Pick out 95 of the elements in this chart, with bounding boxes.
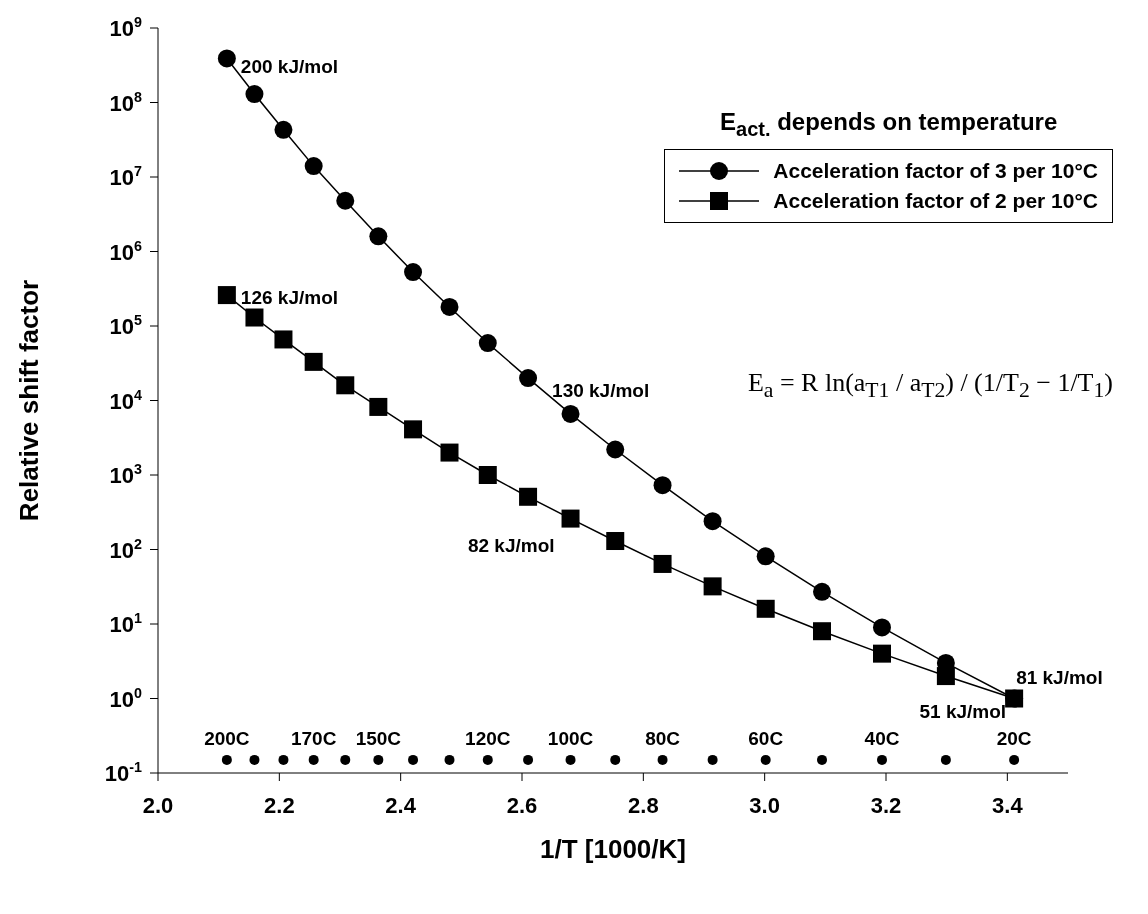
point [444, 754, 455, 765]
annotation: 150C [355, 727, 402, 749]
point [278, 754, 289, 765]
annotation: 200C [204, 727, 250, 749]
point [478, 466, 497, 484]
y-tick-label: 10$^{-1}$ [104, 759, 143, 786]
point [817, 754, 827, 765]
point [440, 443, 459, 462]
point [606, 532, 625, 551]
annotation: 80C [645, 727, 681, 749]
annotation: 100C [547, 727, 594, 749]
point [519, 369, 538, 388]
point [217, 49, 236, 68]
y-tick-label: 10$^{3}$ [109, 461, 143, 488]
point [274, 330, 293, 349]
point [653, 476, 672, 495]
point [756, 599, 775, 618]
point [940, 754, 951, 765]
y-tick-label: 10$^{0}$ [109, 684, 143, 712]
point [304, 352, 323, 371]
point [373, 754, 384, 765]
point [408, 754, 419, 765]
point [760, 754, 771, 765]
annotation: 200 kJ/mol [240, 56, 339, 78]
x-tick-label: 2.2 [264, 793, 295, 818]
point [221, 754, 232, 765]
y-tick-label: 10$^{2}$ [109, 535, 143, 563]
y-tick-label: 10$^{7}$ [109, 163, 143, 190]
y-tick-label: 10$^{8}$ [109, 88, 143, 116]
x-axis-title: 1/T [1000/K] [540, 834, 686, 864]
point [610, 754, 621, 765]
y-tick-label: 10$^{6}$ [109, 237, 143, 265]
annotation: 40C [864, 727, 900, 749]
point [245, 85, 264, 104]
x-tick-label: 2.8 [628, 793, 659, 818]
point [523, 754, 534, 765]
legend-label: Acceleration factor of 2 per 10°C [773, 188, 1098, 213]
y-axis-title: Relative shift factor [14, 279, 44, 522]
point [304, 157, 323, 176]
point [813, 582, 831, 601]
y-tick-label: 10$^{5}$ [109, 312, 143, 339]
point [478, 334, 497, 353]
point [1009, 754, 1020, 765]
y-tick-label: 10$^{4}$ [109, 386, 143, 414]
point [561, 404, 580, 423]
point [561, 509, 580, 528]
point [657, 754, 668, 765]
point [274, 120, 293, 139]
x-tick-label: 3.4 [992, 793, 1024, 818]
point [404, 263, 423, 282]
point [1005, 689, 1024, 708]
annotation: 170C [290, 727, 337, 749]
point [404, 420, 423, 439]
point [369, 397, 388, 416]
annotation: 51 kJ/mol [919, 700, 1007, 722]
point [813, 622, 831, 641]
annotation: 81 kJ/mol [1016, 666, 1103, 688]
point [873, 644, 891, 663]
point [707, 754, 718, 765]
point [482, 754, 493, 765]
point [336, 376, 355, 395]
point [245, 308, 264, 327]
point [308, 754, 319, 765]
x-tick-label: 2.6 [506, 793, 538, 818]
point [217, 286, 236, 305]
annotation: 60C [748, 727, 784, 749]
y-tick-label: 10$^{1}$ [109, 610, 143, 637]
point [877, 754, 887, 765]
annotation: 126 kJ/mol [240, 287, 339, 309]
legend-title: E$_{act.}$ depends on temperature [720, 108, 1058, 140]
y-tick-label: 10$^{9}$ [109, 14, 143, 41]
point [873, 618, 891, 637]
point [756, 547, 775, 566]
annotation: 82 kJ/mol [467, 534, 555, 556]
point [249, 754, 260, 765]
point [519, 487, 538, 506]
point [369, 227, 388, 246]
point [565, 754, 576, 765]
point [703, 577, 722, 596]
x-tick-label: 3.0 [749, 793, 780, 818]
x-tick-label: 2.0 [142, 793, 174, 818]
point [653, 554, 672, 573]
point [340, 754, 351, 765]
point [703, 512, 722, 531]
x-tick-label: 2.4 [385, 793, 417, 818]
point [936, 667, 955, 686]
annotation: 120C [465, 727, 511, 749]
annotation: 130 kJ/mol [552, 380, 650, 402]
point [336, 191, 355, 210]
point [606, 440, 625, 459]
text: E$_{a}$ = R ln(a$_{T1}$ / a$_{T2}$) / (1/T$_{2}$ − 1/T$_{1}$) [747, 368, 1113, 403]
annotation: 20C [996, 727, 1032, 749]
x-tick-label: 3.2 [870, 793, 902, 818]
legend-label: Acceleration factor of 3 per 10°C [773, 158, 1098, 183]
point [440, 297, 459, 316]
